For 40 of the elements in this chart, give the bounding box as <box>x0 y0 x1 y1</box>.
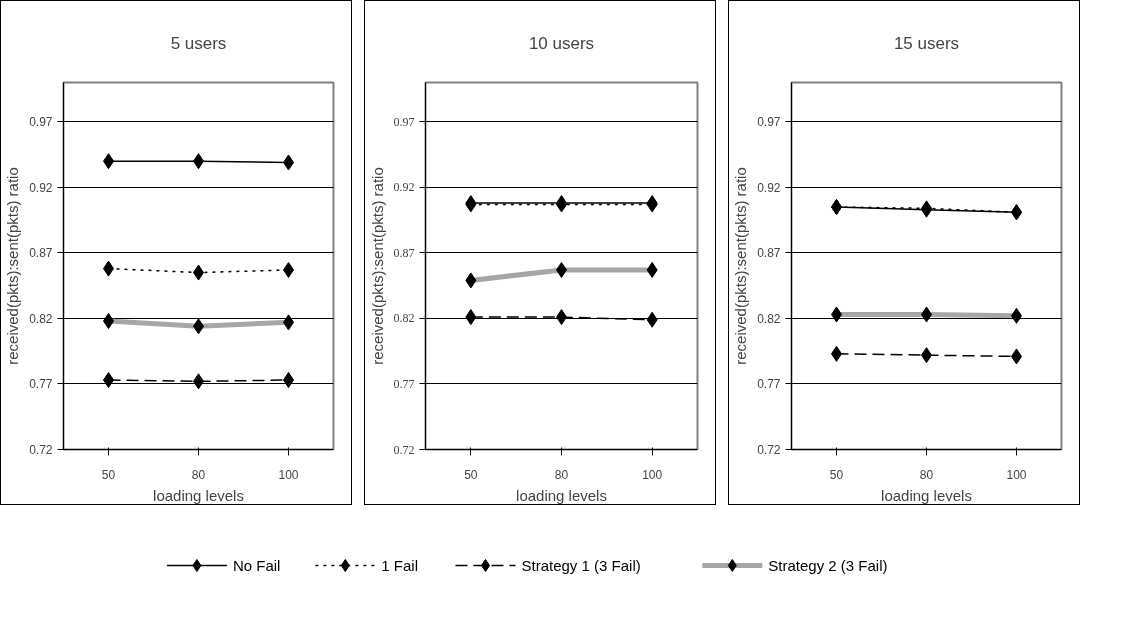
x-tick-label: 80 <box>919 467 934 482</box>
y-tick-label: 0.87 <box>393 245 415 260</box>
chart-title: 5 users <box>170 33 227 53</box>
x-tick-label: 80 <box>191 467 206 482</box>
y-tick-label: 0.87 <box>29 246 53 261</box>
y-axis-title: received(pkts):sent(pkts) ratio <box>4 167 22 365</box>
y-tick-label: 0.87 <box>757 246 781 261</box>
legend-label: 1 Fail <box>381 557 418 574</box>
chart-title: 15 users <box>893 33 960 53</box>
y-tick-label: 0.92 <box>393 180 415 195</box>
x-tick-label: 50 <box>464 467 478 482</box>
legend-label: Strategy 2 (3 Fail) <box>768 557 888 574</box>
x-tick-label: 50 <box>829 467 844 482</box>
y-tick-label: 0.82 <box>29 311 53 326</box>
y-axis-title: received(pkts):sent(pkts) ratio <box>368 167 386 365</box>
y-tick-label: 0.92 <box>757 180 781 195</box>
x-tick-label: 100 <box>642 467 663 482</box>
x-axis-title: loading levels <box>881 486 972 504</box>
x-tick-label: 100 <box>278 467 299 482</box>
y-tick-label: 0.92 <box>29 180 53 195</box>
x-tick-label: 80 <box>554 467 569 482</box>
chart-title: 10 users <box>528 33 595 53</box>
y-axis-title: received(pkts):sent(pkts) ratio <box>732 167 750 365</box>
y-tick-label: 0.82 <box>393 311 415 326</box>
x-axis-title: loading levels <box>516 486 607 504</box>
x-tick-label: 100 <box>1006 467 1027 482</box>
y-tick-label: 0.97 <box>757 115 781 130</box>
legend-label: Strategy 1 (3 Fail) <box>521 557 641 574</box>
y-tick-label: 0.72 <box>757 443 781 457</box>
y-tick-label: 0.77 <box>29 377 53 392</box>
x-axis-title: loading levels <box>153 486 244 504</box>
y-tick-label: 0.72 <box>393 442 415 457</box>
y-tick-label: 0.77 <box>757 377 781 392</box>
y-tick-label: 0.97 <box>393 114 415 129</box>
y-tick-label: 0.82 <box>757 311 781 326</box>
y-tick-label: 0.97 <box>29 115 53 130</box>
legend-label: No Fail <box>232 557 281 574</box>
x-tick-label: 50 <box>101 467 116 482</box>
y-tick-label: 0.72 <box>29 443 53 457</box>
y-tick-label: 0.77 <box>393 376 415 391</box>
